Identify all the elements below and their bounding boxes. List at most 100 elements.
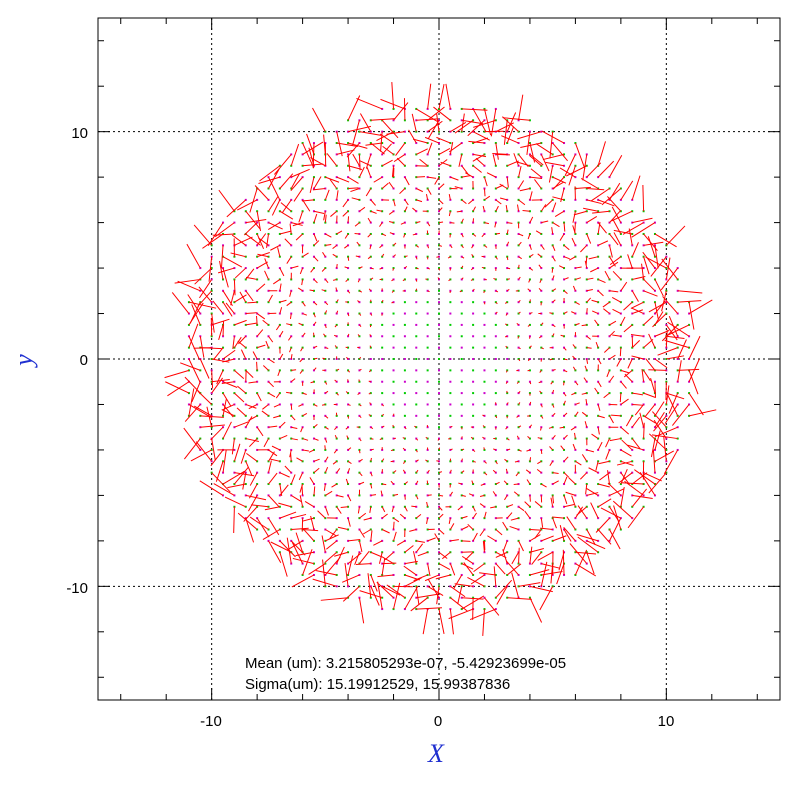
vector-arrow (515, 472, 519, 477)
vector-arrow (643, 422, 645, 439)
vector-arrow (507, 267, 511, 270)
vector-arrow (688, 302, 695, 330)
vector-arrow (370, 199, 376, 206)
vector-arrow (344, 233, 349, 239)
vector-arrow (312, 578, 337, 587)
vector-arrow (504, 458, 508, 462)
vector-arrow (404, 481, 409, 485)
vector-arrow (427, 120, 440, 140)
vector-arrow (594, 319, 599, 326)
vector-arrow (433, 106, 451, 121)
axis-ticks (98, 18, 780, 700)
vector-arrow (529, 155, 542, 167)
vector-arrow (563, 311, 568, 314)
vector-arrow (425, 436, 428, 439)
vector-arrow (290, 172, 301, 189)
vector-arrow (393, 531, 397, 542)
vector-arrow (461, 245, 464, 249)
vector-arrow (609, 529, 621, 550)
vector-arrow (514, 460, 519, 463)
vector-arrow (211, 378, 230, 383)
vector-arrow (609, 256, 616, 267)
vector-arrow (544, 199, 554, 208)
vector-arrow (325, 233, 332, 238)
vector-arrow (575, 460, 582, 466)
vector-arrow (577, 536, 599, 553)
vector-arrow (645, 256, 667, 269)
vector-arrow (359, 290, 363, 293)
vector-arrow (302, 517, 315, 522)
vector-arrow (483, 447, 485, 451)
vector-arrow (233, 443, 241, 462)
vector-arrow (652, 313, 667, 328)
grid-point (426, 380, 429, 383)
grid-point (438, 346, 440, 349)
vector-arrow (525, 469, 531, 474)
vector-arrow (402, 279, 406, 282)
vector-arrow (632, 309, 644, 315)
vector-arrow (325, 426, 329, 430)
vector-arrow (416, 267, 419, 270)
vector-arrow (427, 245, 430, 249)
vector-arrow (529, 267, 534, 271)
vector-arrow (212, 300, 224, 314)
vector-arrow (341, 574, 360, 583)
grid-point (483, 346, 486, 349)
vector-arrow (612, 308, 622, 314)
vector-arrow (664, 339, 690, 349)
vector-arrow (563, 495, 568, 505)
vector-arrow (359, 131, 382, 136)
vector-arrow (472, 512, 477, 519)
vector-arrow (552, 176, 567, 184)
vector-arrow (465, 172, 474, 178)
vector-arrow (217, 267, 235, 274)
vector-arrow (458, 482, 462, 485)
grid-point (483, 403, 486, 406)
vector-arrow (370, 313, 373, 316)
vector-arrow (306, 133, 315, 155)
vector-arrow (355, 255, 360, 258)
vector-arrow (504, 301, 508, 304)
vector-arrow (642, 251, 656, 269)
grid-point (483, 380, 486, 383)
vector-arrow (472, 165, 482, 173)
vector-arrow (237, 512, 258, 530)
vector-arrow (560, 334, 565, 337)
vector-arrow (266, 233, 269, 248)
vector-arrow (365, 142, 383, 146)
vector-arrow (625, 415, 633, 427)
vector-arrow (270, 244, 281, 251)
vector-arrow (607, 196, 622, 212)
vector-arrow (379, 438, 383, 441)
vector-arrow (449, 245, 453, 249)
vector-arrow (379, 244, 383, 249)
vector-arrow (643, 472, 662, 482)
vector-arrow (654, 381, 656, 398)
vector-arrow (511, 572, 520, 598)
vector-arrow (352, 153, 360, 167)
vector-arrow (268, 449, 278, 457)
vector-arrow (518, 547, 520, 564)
vector-arrow (450, 597, 468, 612)
vector-arrow (493, 277, 497, 280)
vector-arrow (399, 188, 406, 195)
vector-arrow (286, 256, 292, 264)
vector-arrow (552, 389, 555, 394)
vector-arrow (335, 287, 338, 291)
vector-arrow (461, 448, 465, 451)
vector-arrow (518, 449, 522, 452)
vector-arrow (234, 319, 247, 326)
grid-point (438, 358, 440, 360)
grid-point (460, 380, 463, 383)
vector-arrow (290, 354, 293, 360)
vector-arrow (399, 513, 406, 519)
vector-arrow (400, 222, 406, 225)
vector-arrow (573, 210, 587, 216)
vector-arrow (541, 347, 544, 350)
vector-arrow (505, 560, 519, 576)
vector-arrow (436, 256, 440, 258)
vector-arrow (526, 449, 531, 452)
vector-arrow (340, 506, 349, 508)
grid-point (426, 403, 429, 406)
vector-arrow (537, 437, 542, 440)
